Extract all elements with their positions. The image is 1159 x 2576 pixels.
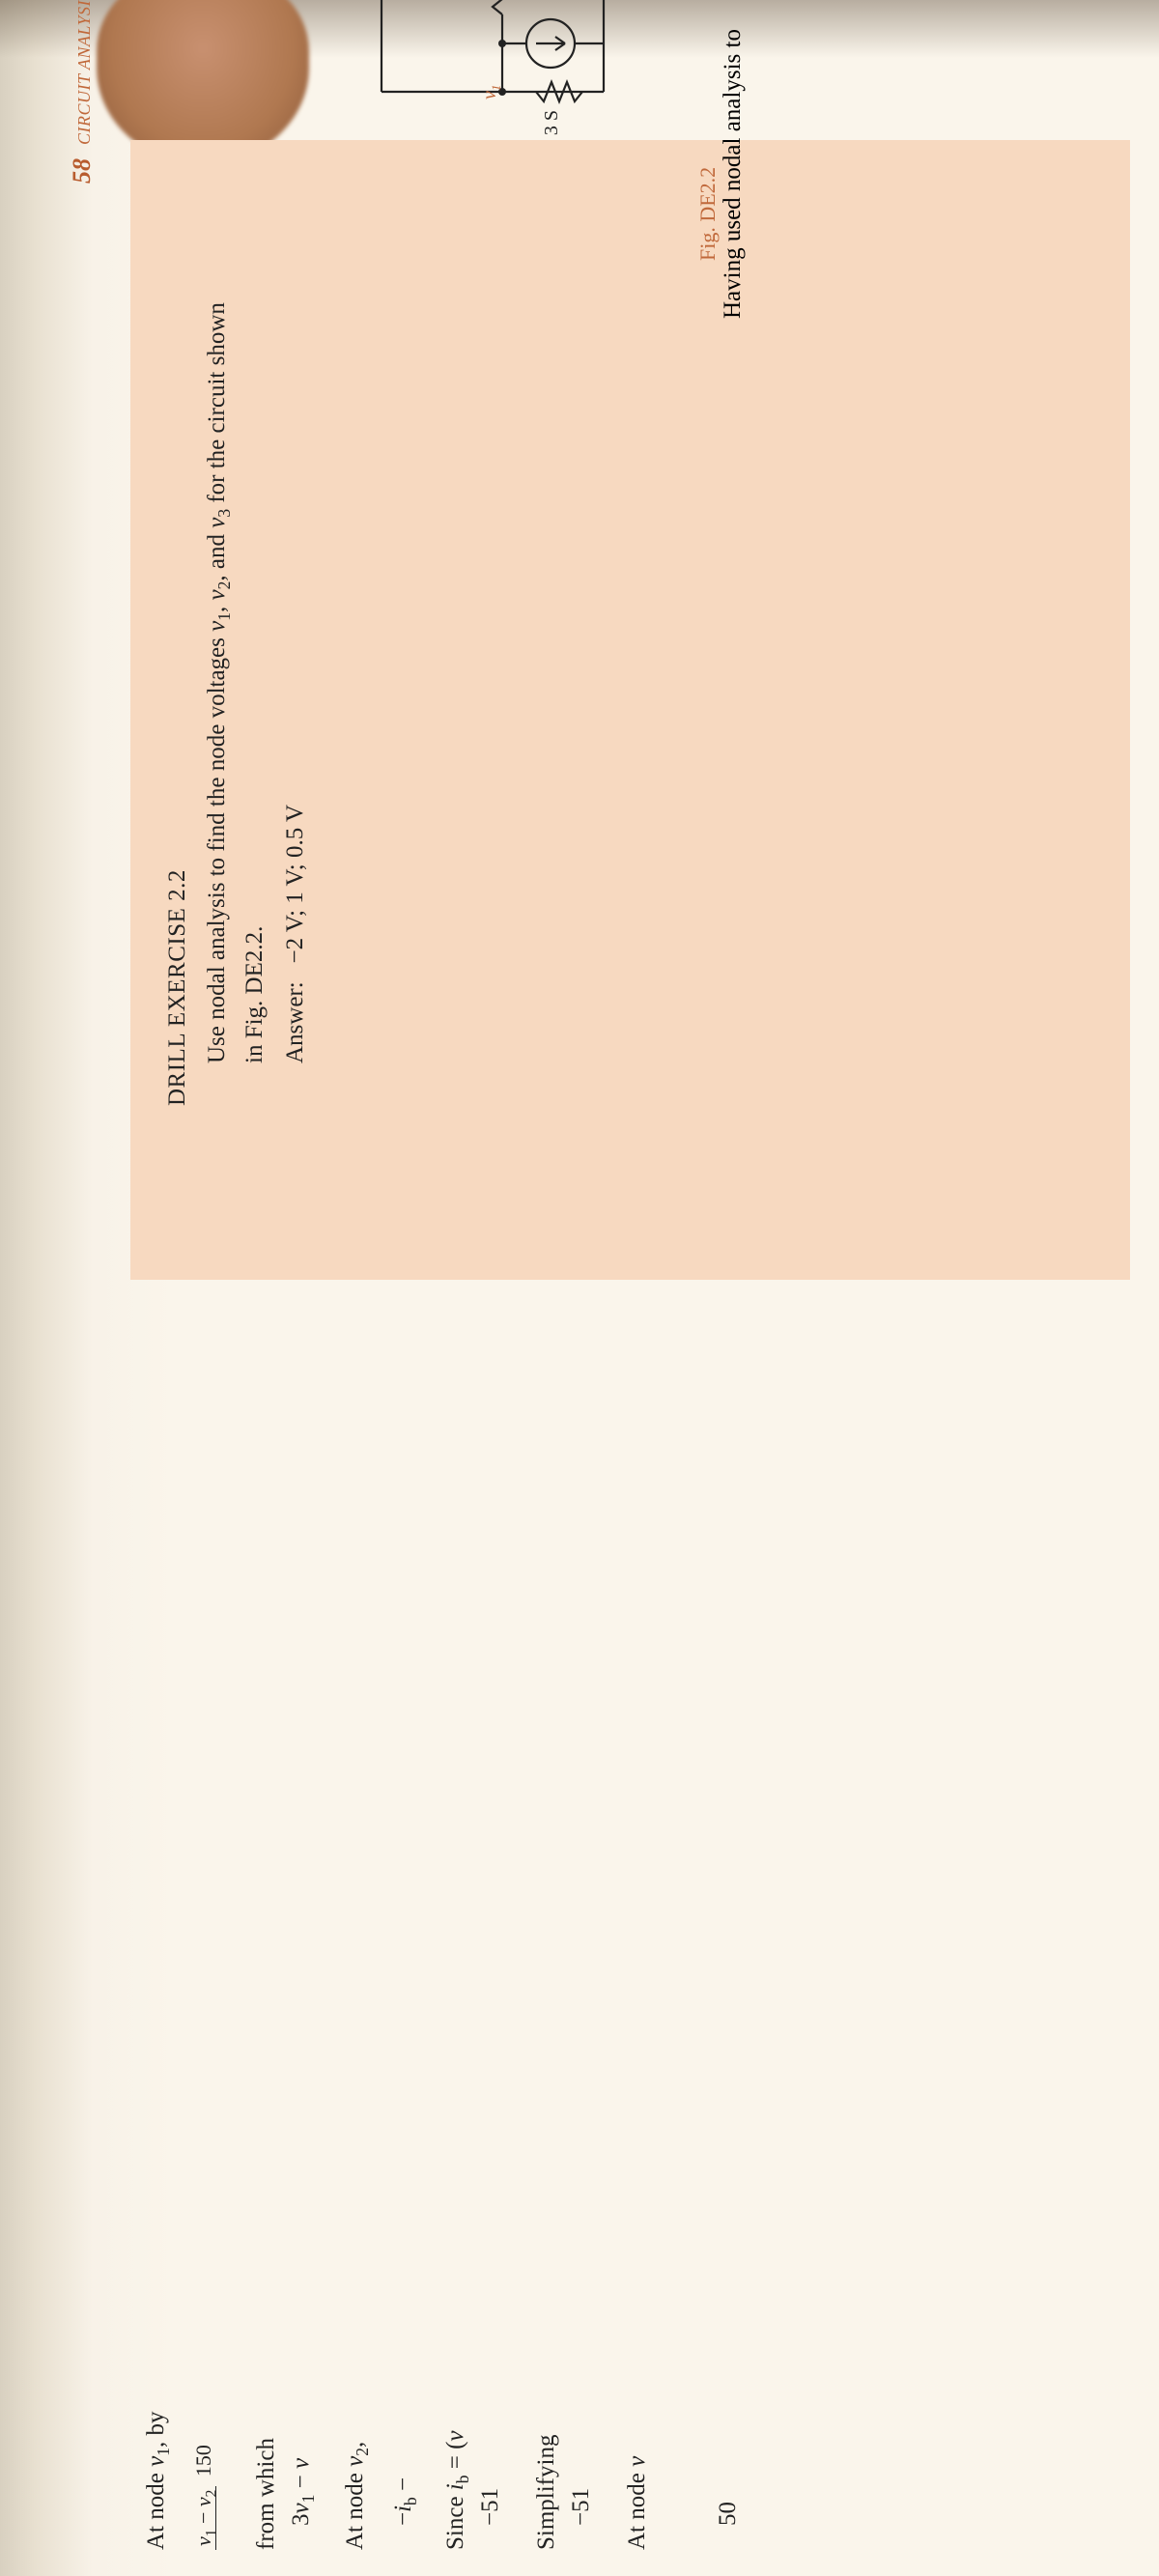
rp-fden: 150 <box>191 2441 215 2480</box>
exercise-title: DRILL EXERCISE 2.2 <box>164 869 191 1106</box>
rp-line4: 3v1 − v <box>288 2458 319 2550</box>
rp-l5s: 2 <box>353 2448 372 2456</box>
rp-fraction: v1 − v2 150 <box>191 2441 220 2550</box>
rp-l4s: 1 <box>298 2495 318 2504</box>
page-surface: 58 CIRCUIT ANALYSIS TECHNIQUES DRILL EXE… <box>0 0 1159 2576</box>
rp-l7d: v <box>442 2430 468 2441</box>
rp-fnbs: 2 <box>203 2490 219 2498</box>
rp-l1b: v <box>143 2456 169 2467</box>
rp-l11b: v <box>624 2456 650 2467</box>
rp-l1c: , by <box>143 2412 169 2449</box>
rp-l11a: At node <box>624 2467 650 2550</box>
rp-line11: At node v <box>624 2456 651 2550</box>
exercise-text: Use nodal analysis to find the node volt… <box>199 140 313 1106</box>
rp-line6: −ib − <box>390 2477 421 2550</box>
rp-line7: Since ib = (v <box>442 2430 473 2550</box>
var-v1-sub: 1 <box>214 612 234 621</box>
rp-fnb: v <box>191 2497 215 2506</box>
rp-l5c: , <box>342 2442 368 2448</box>
rp-line9: Simplifying <box>533 2435 560 2550</box>
var-v2: v <box>204 589 230 600</box>
label-3s: 3 S <box>541 110 562 135</box>
rp-fna: v <box>191 2536 215 2546</box>
rp-l12: 50 <box>715 2502 741 2526</box>
chapter-title: CIRCUIT ANALYSIS TECHNIQUES <box>74 0 95 145</box>
rp-l7a: Since <box>442 2490 468 2550</box>
answer-value: −2 V; 1 V; 0.5 V <box>282 805 308 964</box>
node-v1: v1 <box>479 85 503 99</box>
rp-fnm: − <box>191 2506 215 2529</box>
var-v2-sub: 2 <box>214 581 234 590</box>
rp-l6c: − <box>390 2477 416 2497</box>
rp-fnas: 1 <box>203 2530 219 2537</box>
rp-l4d: v <box>288 2458 314 2469</box>
rp-l4b: v <box>288 2503 314 2513</box>
rp-l5a: At node <box>342 2467 368 2550</box>
rp-from-which: from which <box>253 2438 280 2550</box>
rp-line8: −51 <box>477 2488 504 2550</box>
rp-l6a: − <box>390 2512 416 2526</box>
prompt-line2: in Fig. DE2.2. <box>237 140 273 1063</box>
rp-l4c: − <box>288 2469 314 2495</box>
rp-l6s: b <box>401 2497 420 2505</box>
var-v3-sub: 3 <box>214 509 234 518</box>
rp-l7s: b <box>453 2476 472 2484</box>
comma1: , <box>204 601 230 613</box>
page-number: 58 <box>68 158 97 184</box>
rp-l1sub: 1 <box>154 2448 173 2456</box>
rp-line10: −51 <box>568 2488 595 2550</box>
rp-line5: At node v2, <box>342 2442 373 2550</box>
rp-l6b: i <box>390 2505 416 2512</box>
running-header: 58 CIRCUIT ANALYSIS TECHNIQUES <box>68 0 97 184</box>
rp-l4a: 3 <box>288 2514 314 2527</box>
rp-l7c: = ( <box>442 2442 468 2476</box>
rp-l7b: i <box>442 2483 468 2490</box>
var-v1: v <box>204 621 230 632</box>
rp-line1: At node v1, by <box>143 2412 174 2550</box>
prompt-tail: for the circuit shown <box>204 302 230 509</box>
rp-l1a: At node <box>143 2467 169 2550</box>
rp-l5b: v <box>342 2456 368 2467</box>
answer-label: Answer: <box>282 981 308 1063</box>
rp-line12: 50 <box>715 2502 742 2550</box>
comma2: , and <box>204 528 230 581</box>
rp-l10: −51 <box>568 2488 594 2526</box>
var-v3: v <box>204 518 230 528</box>
body-continuation: Having used nodal analysis to <box>720 29 747 319</box>
prompt-text: Use nodal analysis to find the node volt… <box>204 632 230 1063</box>
circuit-svg: 2 S 2 S 6 S 3 S 8 S 17 A 2 A v1 v2 v3 <box>333 0 700 140</box>
rp-l8: −51 <box>477 2488 503 2526</box>
figure-label: Fig. DE2.2 <box>695 167 721 261</box>
